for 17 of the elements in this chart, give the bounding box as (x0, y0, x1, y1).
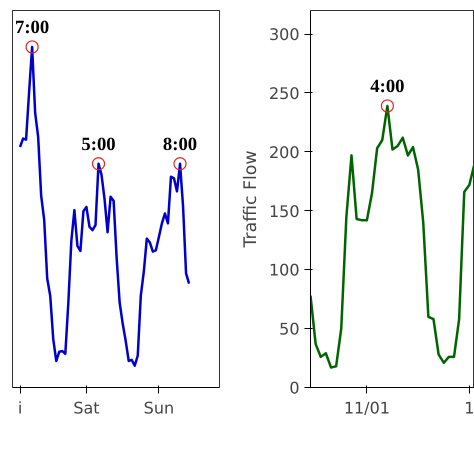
x-tick-label: 11/01 (344, 398, 390, 418)
y-tick-label: 50 (279, 320, 300, 339)
y-tick-label: 100 (268, 260, 300, 280)
x-tick-label: 1 (464, 398, 474, 418)
x-tick-label: Sat (73, 398, 100, 418)
y-axis-title: Traffic Flow (240, 150, 261, 249)
y-tick-label: 300 (268, 25, 300, 44)
y-tick-label: 200 (268, 142, 300, 162)
y-tick-label: 250 (268, 84, 300, 103)
x-tick-label: Sun (144, 398, 174, 418)
y-tick-label: 150 (268, 202, 300, 221)
y-tick-label: 0 (289, 378, 300, 398)
annotation: 4:00 (370, 76, 404, 97)
x-tick-label: i (18, 398, 22, 418)
annotation: 8:00 (162, 134, 198, 155)
annotation: 5:00 (81, 134, 116, 155)
annotation: 7:00 (15, 16, 50, 38)
